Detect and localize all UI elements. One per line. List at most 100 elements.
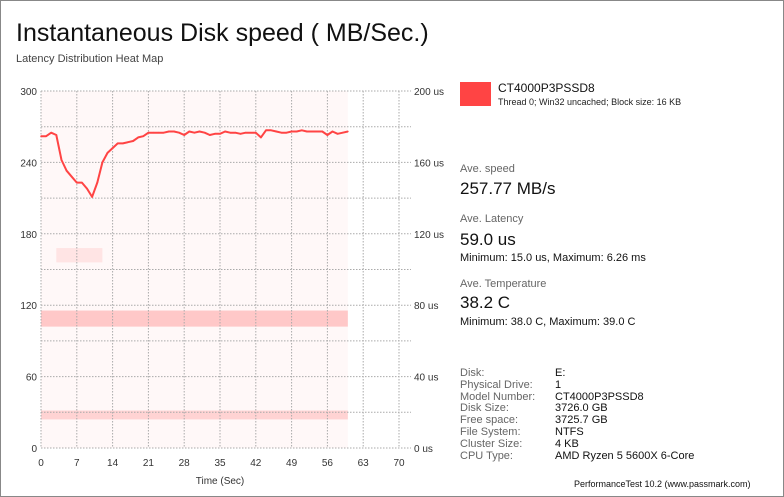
legend-swatch (460, 82, 491, 106)
info-row: Physical Drive: 1 (460, 378, 694, 392)
data-point (321, 130, 324, 133)
info-row: CPU Type: AMD Ryzen 5 5600X 6-Core (460, 449, 694, 463)
data-point (239, 133, 242, 135)
info-key: Free space: (460, 414, 519, 427)
data-point (173, 130, 175, 133)
chart-subtitle: Latency Distribution Heat Map (16, 53, 164, 65)
heatmap-band (56, 248, 103, 263)
data-point (91, 196, 93, 198)
y-tick-label: 120 (20, 301, 37, 312)
data-point (234, 131, 237, 134)
info-row: Model Number: CT4000P3PSSD8 (460, 390, 694, 404)
info-row: File System: NTFS (460, 425, 694, 439)
x-tick-label: 0 (38, 458, 44, 469)
data-point (55, 134, 58, 136)
disk-info: Disk: E: Physical Drive: 1 Model Number: CT… (460, 367, 694, 463)
info-row: Disk: E: (460, 367, 694, 380)
info-key: File System: (460, 425, 521, 438)
data-point (60, 159, 63, 161)
info-value: 3725.7 GB (555, 414, 608, 427)
data-point (116, 142, 119, 145)
x-axis-label: Time (Sec) (196, 476, 245, 487)
ave-temp-label: Ave. Temperature (460, 278, 547, 290)
y2-tick-label: 200 us (414, 87, 444, 98)
data-point (347, 130, 349, 133)
data-point (81, 181, 83, 184)
y2-tick-label: 160 us (414, 158, 444, 169)
info-row: Cluster Size: 4 KB (460, 437, 694, 451)
info-value: 1 (555, 378, 562, 391)
y-tick-label: 300 (20, 87, 37, 98)
data-point (336, 133, 339, 135)
info-row: Free space: 3725.7 GB (460, 414, 694, 427)
data-point (111, 147, 114, 149)
data-point (40, 135, 42, 138)
data-point (137, 136, 139, 139)
data-point (224, 130, 226, 133)
x-tick-label: 56 (322, 458, 334, 469)
ave-latency-label: Ave. Latency (460, 213, 524, 225)
info-row: Disk Size: 3726.0 GB (460, 403, 694, 415)
data-point (326, 134, 329, 136)
data-point (311, 130, 313, 133)
y2-tick-label: 40 us (414, 373, 438, 384)
x-tick-label: 28 (179, 458, 191, 469)
data-point (203, 131, 206, 134)
data-point (306, 130, 308, 133)
data-point (142, 135, 145, 138)
data-point (178, 131, 180, 134)
y-tick-label: 240 (20, 158, 37, 169)
data-point (219, 133, 221, 135)
info-key: Model Number: (460, 390, 536, 403)
data-point (147, 131, 150, 134)
data-point (183, 134, 185, 136)
data-point (70, 175, 73, 178)
ave-latency-value: 59.0 us (460, 230, 516, 249)
ave-temp-value: 38.2 C (460, 293, 511, 312)
data-point (122, 142, 124, 145)
data-point (260, 136, 262, 139)
data-point (157, 131, 160, 134)
data-point (316, 130, 318, 133)
data-point (162, 131, 165, 134)
data-point (249, 131, 252, 134)
y2-tick-label: 80 us (414, 301, 438, 312)
x-tick-label: 14 (107, 458, 119, 469)
y2-tick-label: 120 us (414, 230, 444, 241)
legend-name: CT4000P3PSSD8 (498, 81, 595, 95)
data-point (301, 129, 303, 132)
data-point (198, 130, 201, 133)
info-key: CPU Type: (460, 449, 513, 462)
data-point (50, 131, 53, 134)
data-point (255, 131, 257, 134)
data-point (132, 140, 134, 142)
data-point (96, 181, 99, 184)
info-value: NTFS (555, 425, 584, 438)
x-tick-label: 70 (393, 458, 405, 469)
data-point (127, 141, 129, 143)
y2-tick-label: 0 us (414, 444, 433, 455)
info-value: 4 KB (555, 437, 579, 450)
data-point (285, 131, 288, 134)
info-key: Disk Size: (460, 402, 509, 415)
info-key: Physical Drive: (460, 378, 533, 391)
x-tick-label: 42 (250, 458, 262, 469)
data-point (193, 131, 196, 134)
temp-minmax: Minimum: 38.0 C, Maximum: 39.0 C (460, 316, 636, 328)
data-point (208, 134, 211, 136)
data-point (341, 131, 344, 134)
info-key: Disk: (460, 367, 485, 379)
data-point (229, 131, 232, 134)
data-point (106, 152, 109, 154)
x-tick-label: 49 (286, 458, 298, 469)
data-point (86, 187, 88, 190)
data-point (270, 129, 272, 132)
latency-minmax: Minimum: 15.0 us, Maximum: 6.26 ms (460, 252, 646, 264)
data-point (275, 130, 278, 133)
watermark: PerformanceTest 10.2 (www.passmark.com) (574, 479, 751, 489)
data-point (214, 133, 216, 135)
legend-desc: Thread 0; Win32 uncached; Block size: 16… (498, 97, 682, 107)
data-point (152, 131, 155, 134)
